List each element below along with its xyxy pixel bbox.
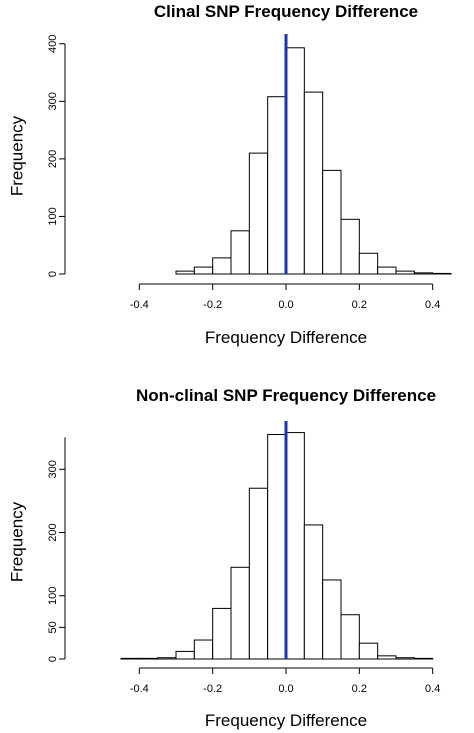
x-axis-label: Frequency Difference (205, 711, 367, 730)
x-tick-label: 0.2 (352, 299, 367, 311)
histogram-bar (432, 272, 452, 275)
histogram-bar (267, 96, 287, 275)
x-tick-label: 0.4 (425, 683, 440, 695)
histogram-bar (230, 230, 250, 275)
histogram-bar (212, 257, 232, 275)
y-tick-label: 200 (47, 523, 59, 541)
histogram-bar (340, 218, 360, 275)
x-tick-label: 0.0 (278, 683, 293, 695)
x-tick-label: 0.0 (278, 299, 293, 311)
histogram-bar (395, 657, 415, 660)
histogram-bar (340, 614, 360, 660)
chart-panel-2: Non-clinal SNP Frequency Difference 0 50 10… (7, 386, 440, 730)
histogram-bar (138, 657, 159, 660)
chart-panel-1: Clinal SNP Frequency Difference 0 100 200 30… (7, 2, 452, 347)
y-tick-label: 0 (47, 656, 59, 662)
histogram-bar (322, 169, 342, 275)
x-tick-label: -0.2 (203, 299, 222, 311)
histogram-bar (248, 152, 269, 275)
histogram-bar (120, 657, 140, 660)
y-axis-label: Frequency (7, 115, 26, 196)
x-axis-label: Frequency Difference (205, 328, 367, 347)
histogram-bar (395, 270, 415, 275)
y-tick-label: 200 (47, 150, 59, 168)
x-tick-label: 0.4 (425, 299, 440, 311)
histogram-bar (157, 657, 177, 660)
y-tick-label: 100 (47, 587, 59, 605)
histogram-bar (322, 579, 342, 660)
histogram-bar (285, 432, 305, 660)
histogram-bar (175, 650, 195, 660)
histogram-bar (267, 433, 287, 660)
histogram-bar (377, 266, 397, 275)
histogram-bar (230, 566, 250, 660)
x-tick-label: -0.4 (130, 299, 149, 311)
histogram-bar (377, 655, 397, 660)
histogram-bar (193, 266, 214, 275)
histogram-bar (413, 272, 434, 275)
x-tick-label: -0.4 (130, 683, 149, 695)
histogram-bar (175, 270, 195, 275)
histogram-bar (212, 607, 232, 660)
y-tick-label: 400 (47, 35, 59, 53)
histogram-bar (358, 252, 379, 275)
histogram-bar (358, 642, 379, 660)
y-tick-label: 300 (47, 92, 59, 110)
histogram-bar (303, 91, 324, 275)
y-axis-label: Frequency (7, 501, 26, 582)
y-tick-label: 300 (47, 460, 59, 478)
histogram-bar (248, 487, 269, 660)
x-tick-label: -0.2 (203, 683, 222, 695)
chart-title: Non-clinal SNP Frequency Difference (136, 386, 436, 405)
y-tick-label: 50 (47, 621, 59, 633)
x-tick-label: 0.2 (352, 683, 367, 695)
y-tick-label: 0 (47, 271, 59, 277)
chart-title: Clinal SNP Frequency Difference (154, 2, 418, 21)
histogram-bar (285, 47, 305, 275)
y-tick-label: 100 (47, 207, 59, 225)
histogram-bar (413, 657, 434, 660)
histogram-bar (303, 524, 324, 660)
histogram-bar (193, 639, 214, 660)
